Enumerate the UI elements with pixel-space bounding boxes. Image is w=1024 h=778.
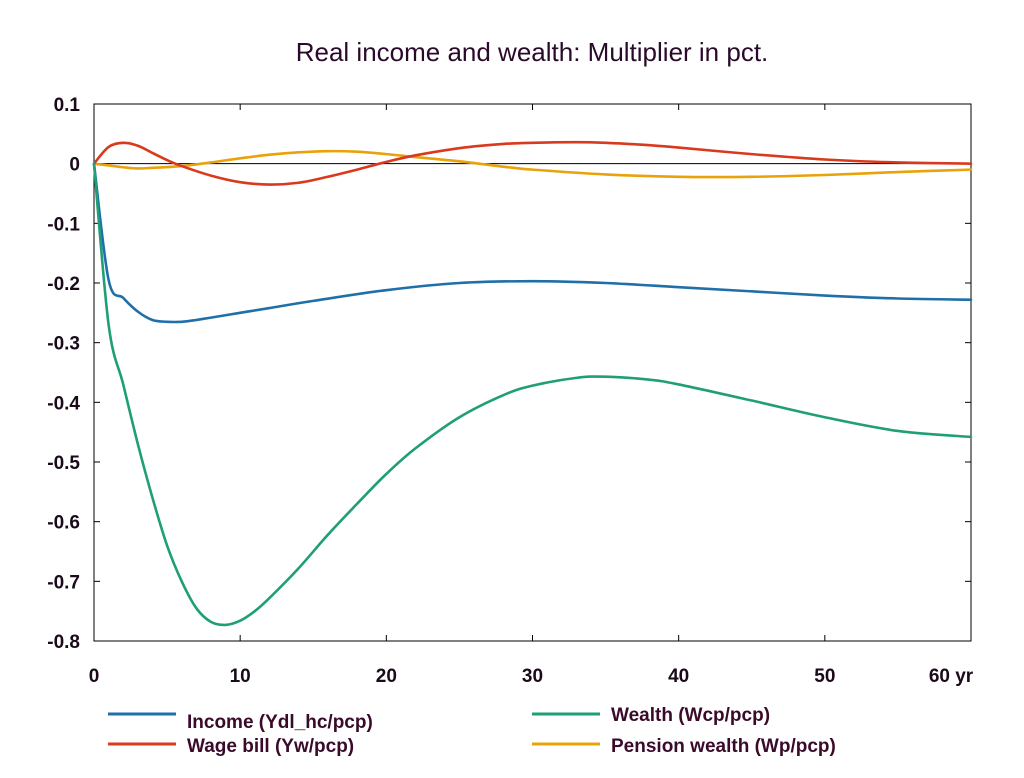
- series-line-wealth-wcp-pcp: [92, 162, 973, 627]
- x-tick-label: 50: [814, 666, 835, 687]
- y-tick-label: -0.8: [47, 632, 80, 653]
- plot-area: 0.1 0 -0.1 -0.2 -0.3 -0.4 -0.5 -0.6 -0.7 -0.8 0 10 2…: [47, 95, 974, 687]
- legend-item-wage-bill: Wage bill (Yw/pcp): [108, 736, 354, 757]
- x-tick-label: 30: [522, 666, 543, 687]
- y-tick-label: -0.2: [47, 274, 80, 295]
- x-tick-label: 0: [89, 666, 100, 687]
- y-tick-label: -0.1: [47, 214, 80, 235]
- series-line-pension-wealth-wp-pcp: [92, 149, 973, 179]
- y-tick-label: -0.3: [47, 334, 80, 355]
- plot-frame: [93, 103, 972, 642]
- series-line-income-ydl-hc-pcp: [92, 162, 973, 324]
- legend-label-wage-bill: Wage bill (Yw/pcp): [187, 736, 354, 757]
- y-tick-label: -0.5: [47, 453, 80, 474]
- x-tick-label: 20: [376, 666, 397, 687]
- legend-item-pension-wealth: Pension wealth (Wp/pcp): [532, 736, 836, 757]
- series-line-wage-bill-yw-pcp: [92, 140, 973, 186]
- legend-label-pension-wealth: Pension wealth (Wp/pcp): [611, 736, 836, 757]
- legend-label-wealth: Wealth (Wcp/pcp): [611, 705, 770, 726]
- legend: Income (Ydl_hc/pcp) Wealth (Wcp/pcp) Wag…: [108, 705, 836, 757]
- y-tick-label: -0.7: [47, 572, 80, 593]
- x-tick-label: 10: [230, 666, 251, 687]
- y-tick-label: -0.4: [47, 393, 80, 414]
- y-tick-label: 0: [69, 155, 80, 176]
- legend-label-income: Income (Ydl_hc/pcp): [187, 712, 373, 733]
- legend-item-income: Income (Ydl_hc/pcp): [108, 712, 373, 733]
- chart-title: Real income and wealth: Multiplier in pc…: [296, 37, 769, 67]
- y-tick-label: 0.1: [54, 95, 81, 116]
- x-tick-label: 60 yr: [929, 666, 974, 687]
- x-tick-label: 40: [668, 666, 689, 687]
- legend-item-wealth: Wealth (Wcp/pcp): [532, 705, 770, 726]
- y-tick-label: -0.6: [47, 513, 80, 534]
